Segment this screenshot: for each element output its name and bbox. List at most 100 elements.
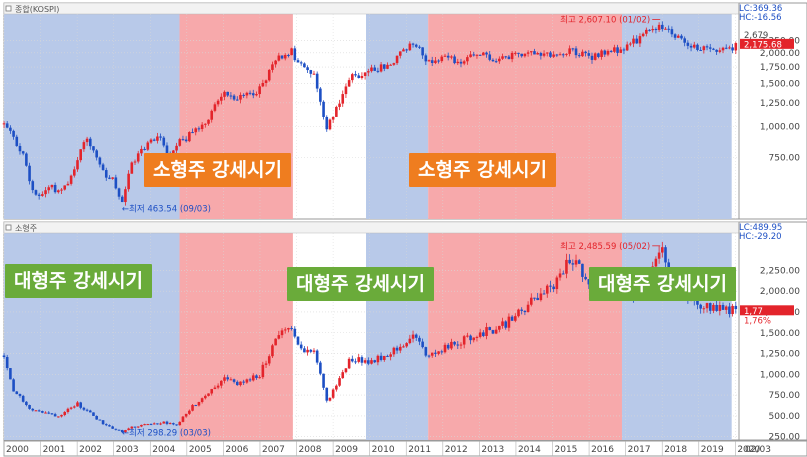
y-tick-label: 2,000.00 xyxy=(760,287,800,297)
price-tag xyxy=(740,305,794,316)
x-end-label: 02/03 xyxy=(745,445,771,455)
candle-body xyxy=(341,94,345,104)
candle-body xyxy=(721,47,725,51)
candle-body xyxy=(558,54,562,56)
candle-body xyxy=(50,413,54,415)
candle-body xyxy=(287,328,290,330)
candle-body xyxy=(418,337,421,342)
candle-body xyxy=(414,334,418,338)
candle-body xyxy=(114,177,118,189)
candle-body xyxy=(523,310,527,313)
candle-body xyxy=(2,355,6,358)
candle-body xyxy=(657,24,661,30)
candle-body xyxy=(363,72,367,76)
candle-body xyxy=(63,412,67,415)
candle-body xyxy=(398,51,402,56)
candle-body xyxy=(220,380,223,386)
candle-body xyxy=(370,360,373,364)
candle-body xyxy=(558,273,562,278)
candle-body xyxy=(427,355,431,357)
candle-body xyxy=(306,349,309,353)
candle-body xyxy=(232,379,236,382)
candle-body xyxy=(696,300,699,305)
candle-body xyxy=(143,148,146,150)
candle-body xyxy=(315,73,319,89)
candle-body xyxy=(376,70,380,72)
candle-body xyxy=(616,47,619,53)
candle-body xyxy=(251,375,255,381)
candle-body xyxy=(5,123,9,128)
regime-band-small xyxy=(428,14,622,219)
candle-body xyxy=(335,106,338,117)
candle-body xyxy=(715,49,718,52)
candle-body xyxy=(405,343,408,347)
candle-body xyxy=(389,354,392,357)
y-tick-label: 1,250.00 xyxy=(760,350,800,360)
candle-body xyxy=(165,421,169,424)
candle-body xyxy=(44,190,47,195)
candle-body xyxy=(718,305,722,311)
candle-body xyxy=(351,74,354,81)
regime-band-large xyxy=(366,14,429,219)
candle-body xyxy=(667,262,670,272)
kospi-panel: 종합(KOSPI) 750.00 1,000.00 1,250.00 1,500.00 1… xyxy=(2,2,807,220)
candle-body xyxy=(258,86,261,95)
candle-body xyxy=(510,52,514,60)
candle-body xyxy=(411,334,415,339)
candle-body xyxy=(306,67,309,71)
candle-body xyxy=(443,55,447,57)
candle-body xyxy=(34,410,38,412)
candle-body xyxy=(379,355,383,360)
candle-body xyxy=(440,56,444,62)
candle-body xyxy=(469,335,472,341)
candle-body xyxy=(21,395,25,402)
candle-body xyxy=(162,137,166,146)
max-annotation: 최고 2,485.59 (05/02) xyxy=(560,241,650,252)
candle-body xyxy=(715,304,718,311)
regime-band-small xyxy=(179,233,293,440)
x-tick-label: 2014 xyxy=(518,445,541,455)
candle-body xyxy=(92,146,95,151)
candle-body xyxy=(322,373,325,388)
candle-body xyxy=(242,94,245,96)
candle-body xyxy=(574,260,578,265)
candle-body xyxy=(645,29,648,34)
candle-body xyxy=(373,67,376,71)
candle-body xyxy=(290,328,293,330)
candle-body xyxy=(210,110,214,120)
x-tick-label: 2007 xyxy=(262,445,285,455)
candle-body xyxy=(724,306,728,310)
candle-body xyxy=(328,397,332,401)
candle-body xyxy=(264,363,268,365)
candle-body xyxy=(50,184,54,188)
candle-body xyxy=(699,49,702,51)
candle-body xyxy=(597,53,600,57)
candle-body xyxy=(136,426,140,428)
candle-body xyxy=(165,145,169,154)
candle-body xyxy=(475,54,479,56)
candle-body xyxy=(88,410,92,413)
candle-body xyxy=(197,402,201,406)
candle-body xyxy=(606,50,610,55)
candle-body xyxy=(539,52,543,56)
candle-body xyxy=(708,303,712,311)
candle-body xyxy=(85,409,89,411)
x-tick-label: 2012 xyxy=(445,445,468,455)
candle-body xyxy=(354,361,357,363)
candle-body xyxy=(699,304,702,309)
candle-body xyxy=(389,64,392,66)
candle-body xyxy=(514,52,517,54)
candle-body xyxy=(303,63,306,68)
candle-body xyxy=(31,181,35,191)
candle-body xyxy=(341,372,345,379)
candle-body xyxy=(613,47,616,52)
candle-body xyxy=(542,293,546,295)
candle-body xyxy=(335,385,338,390)
candle-body xyxy=(577,260,581,264)
candle-body xyxy=(117,429,121,431)
candle-body xyxy=(408,338,412,344)
candle-body xyxy=(664,247,667,263)
candle-body xyxy=(191,132,194,134)
candle-body xyxy=(60,414,63,417)
candle-body xyxy=(82,407,86,410)
